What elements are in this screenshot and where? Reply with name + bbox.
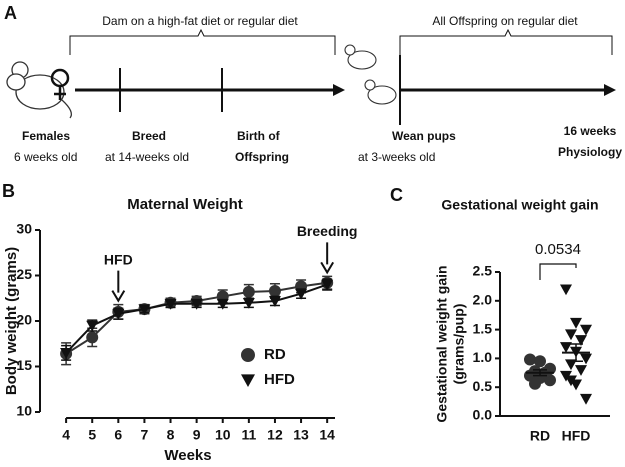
marker [529, 377, 541, 390]
x-tick-label: 9 [193, 427, 201, 443]
x-tick-label: 11 [241, 427, 256, 443]
x-tick-label: 4 [62, 427, 70, 443]
panel-label: A [4, 3, 17, 23]
timeline-label: Females [22, 129, 70, 143]
marker [164, 298, 177, 310]
timeline-label: 6 weeks old [14, 150, 77, 164]
marker [575, 365, 587, 376]
mouse-icon [344, 44, 397, 105]
timeline-label: at 14-weeks old [105, 150, 189, 164]
timeline-label: Breed [132, 129, 166, 143]
marker [241, 348, 255, 362]
x-axis-label: Weeks [164, 447, 211, 464]
series-line [65, 283, 328, 354]
y-tick-label: 25 [16, 266, 32, 282]
bracket [69, 28, 336, 55]
legend-label: RD [264, 346, 286, 363]
marker [86, 331, 99, 344]
x-tick-label: 12 [267, 427, 283, 443]
marker [565, 329, 577, 341]
y-tick-label: 0.5 [473, 378, 493, 394]
marker [580, 353, 592, 365]
x-tick-label: 13 [293, 427, 309, 443]
mouse-icon [6, 61, 73, 119]
marker [321, 279, 334, 291]
y-tick-label: 15 [16, 357, 32, 373]
timeline-label: 16 weeks [564, 124, 617, 138]
bracket [399, 28, 613, 55]
marker [580, 393, 592, 405]
timeline-label: Physiology [558, 145, 622, 159]
marker [560, 342, 572, 353]
marker [216, 298, 229, 310]
marker [570, 317, 582, 329]
arrow-head [604, 84, 616, 96]
bracket-label: All Offspring on regular diet [432, 14, 578, 28]
panel-a: A Dam on a high-fat diet or regular diet… [4, 3, 622, 164]
x-tick-label: HFD [562, 428, 591, 444]
panel-label: C [390, 185, 403, 205]
chart-title: Maternal Weight [127, 196, 243, 213]
y-tick-label: 10 [16, 403, 32, 419]
x-tick-label: 5 [88, 427, 96, 443]
x-tick-label: 7 [141, 427, 149, 443]
significance-bracket [539, 263, 577, 280]
y-tick-label: 20 [16, 312, 32, 328]
marker [190, 298, 203, 310]
series-line [65, 281, 328, 355]
y-axis-label: (grams/pup) [451, 304, 467, 385]
panel-label: B [2, 181, 15, 201]
marker [60, 348, 73, 359]
marker [241, 374, 255, 387]
x-tick-label: 10 [215, 427, 231, 443]
annotation: 0.0534 [535, 241, 581, 258]
marker [565, 375, 577, 387]
timeline-label: Offspring [235, 150, 289, 164]
x-tick-label: 8 [167, 427, 175, 443]
marker [112, 308, 125, 320]
legend-label: HFD [264, 371, 295, 388]
bracket-label: Dam on a high-fat diet or regular diet [102, 14, 298, 28]
female-symbol [50, 68, 70, 100]
marker [86, 320, 99, 332]
y-tick-label: 1.0 [473, 349, 493, 365]
marker [268, 284, 281, 297]
y-tick-label: 30 [16, 221, 32, 237]
chart-title: Gestational weight gain [441, 197, 598, 213]
marker [268, 296, 281, 307]
marker [295, 288, 308, 300]
marker [560, 284, 572, 296]
marker [138, 304, 151, 316]
marker [242, 298, 255, 309]
error-bar [533, 369, 547, 377]
y-tick-label: 0.0 [473, 407, 493, 423]
x-tick-label: 6 [114, 427, 122, 443]
y-axis-label: Body weight (grams) [3, 247, 20, 395]
annotation: HFD [104, 251, 133, 267]
error-bar [569, 343, 583, 363]
y-tick-label: 2.0 [473, 292, 493, 308]
x-tick-label: RD [530, 428, 550, 444]
timeline-label: at 3-weeks old [358, 150, 435, 164]
arrow-head [333, 84, 345, 96]
annotation: Breeding [297, 223, 358, 239]
timeline-label: Birth of [237, 129, 281, 143]
x-tick-label: 14 [319, 427, 335, 443]
marker [534, 355, 546, 368]
marker [524, 353, 536, 366]
y-axis-label: Gestational weight gain [434, 265, 450, 422]
y-tick-label: 1.5 [473, 320, 493, 336]
annotation-arrow [111, 270, 126, 303]
marker [580, 324, 592, 336]
timeline-label: Wean pups [392, 129, 456, 143]
marker [565, 359, 577, 371]
marker [242, 285, 255, 298]
annotation-arrow [320, 242, 335, 275]
y-tick-label: 2.5 [473, 263, 493, 279]
marker [575, 335, 587, 346]
